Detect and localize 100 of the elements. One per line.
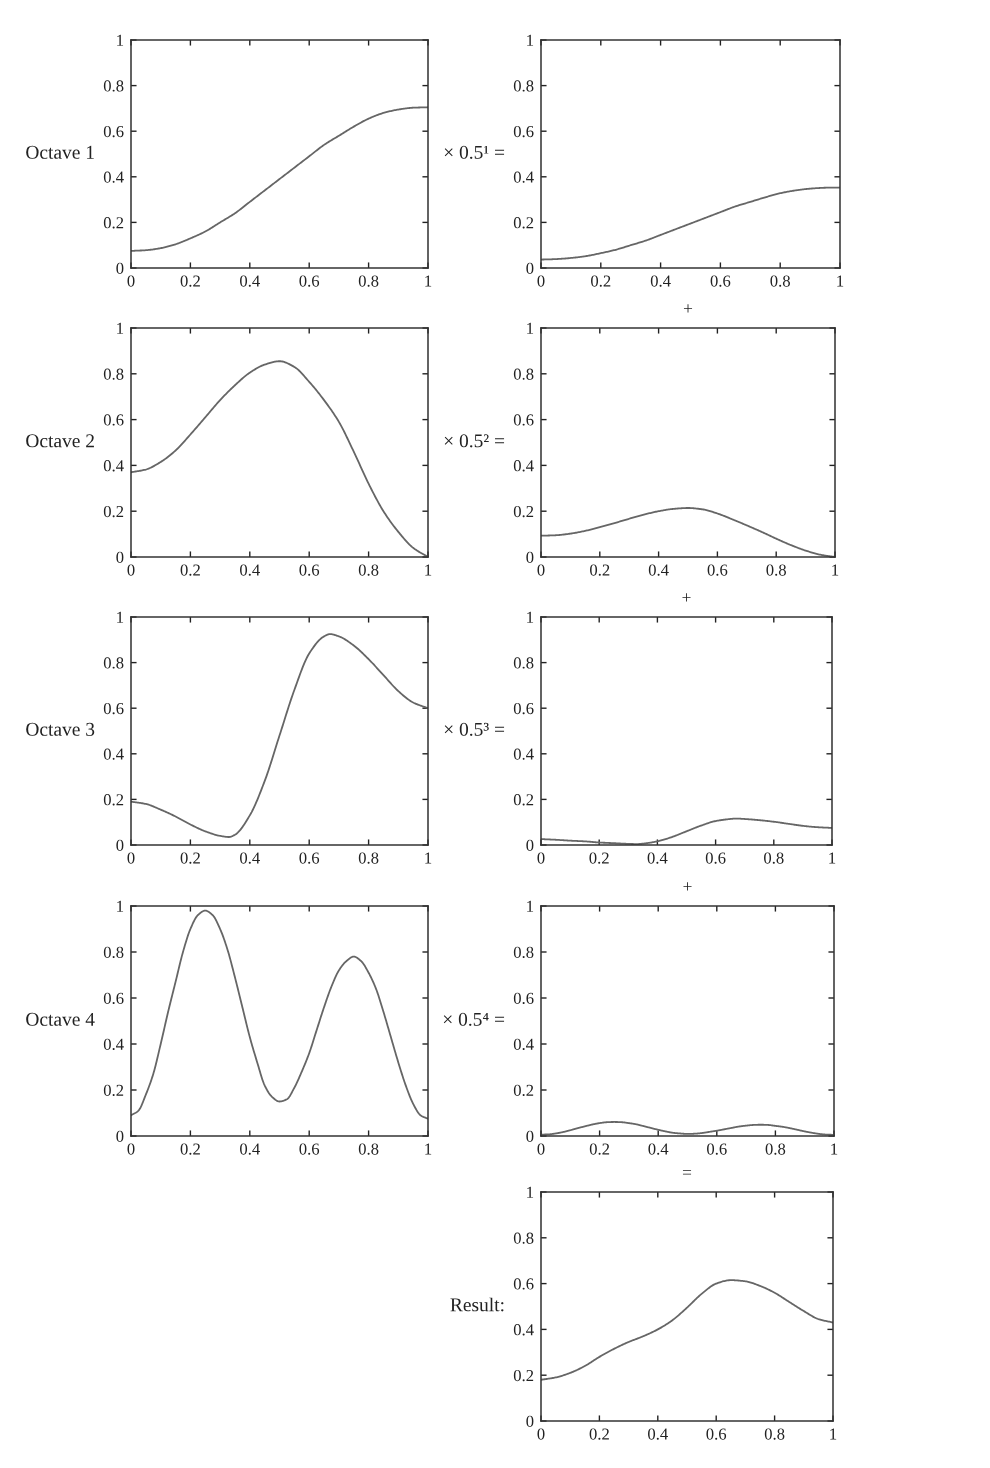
x-tick-label: 0.2 <box>591 275 611 287</box>
y-axis-title: Result: <box>450 1297 504 1312</box>
x-tick-label: 0.8 <box>764 1428 785 1440</box>
x-tick-label: 0.2 <box>180 564 200 576</box>
y-tick-label: 0.2 <box>103 794 124 806</box>
y-axis-title: × 0.5³ = <box>444 722 505 736</box>
y-tick-label: 0.2 <box>513 794 534 806</box>
y-tick-label: 0.4 <box>103 460 124 472</box>
x-tick-label: 0.6 <box>707 564 728 576</box>
y-tick-label: 0.8 <box>513 657 534 669</box>
y-tick-label: 0.6 <box>103 125 124 138</box>
x-tick-label: 0.8 <box>764 852 784 864</box>
x-tick-label: 0.8 <box>358 275 379 287</box>
y-tick-label: 0.8 <box>103 80 124 92</box>
y-tick-label: 1 <box>527 611 534 623</box>
y-tick-label: 0.6 <box>103 702 124 715</box>
x-tick-label: 0.8 <box>358 564 379 576</box>
chart-title: + <box>683 882 692 891</box>
y-tick-label: 0 <box>526 262 534 274</box>
y-tick-label: 0.8 <box>513 946 534 959</box>
y-tick-label: 0.6 <box>103 992 124 1005</box>
x-tick-label: 0.4 <box>650 275 671 287</box>
x-tick-label: 0.4 <box>240 1143 260 1155</box>
x-tick-label: 1 <box>425 275 432 287</box>
y-tick-label: 0.8 <box>103 657 124 669</box>
y-tick-label: 0.2 <box>513 217 534 229</box>
x-tick-label: 0.2 <box>180 275 200 287</box>
x-tick-label: 1 <box>425 1143 432 1155</box>
y-tick-label: 0 <box>116 262 124 274</box>
x-tick-label: 0 <box>127 1143 135 1155</box>
x-tick-label: 0 <box>127 852 135 864</box>
y-tick-label: 0.2 <box>513 505 534 518</box>
x-tick-label: 1 <box>831 1143 838 1155</box>
x-tick-label: 0.6 <box>707 1143 727 1155</box>
x-tick-label: 0.4 <box>240 275 260 287</box>
x-tick-label: 0.4 <box>647 852 668 864</box>
x-tick-label: 0.2 <box>589 1143 610 1155</box>
y-tick-label: 0.2 <box>513 1369 534 1382</box>
x-tick-label: 0.8 <box>765 1143 786 1155</box>
x-tick-label: 0 <box>537 1428 545 1440</box>
x-tick-label: 0.6 <box>299 1143 320 1155</box>
x-tick-label: 1 <box>832 564 839 576</box>
y-tick-label: 0 <box>116 1130 124 1142</box>
x-tick-label: 0.2 <box>590 564 610 576</box>
y-axis-title: × 0.5⁴ = <box>443 1012 505 1026</box>
y-tick-label: 0 <box>526 839 534 851</box>
y-tick-label: 0.8 <box>513 368 534 380</box>
y-tick-label: 0.6 <box>513 125 534 138</box>
y-tick-label: 0 <box>116 551 124 563</box>
y-tick-label: 0.8 <box>103 946 124 959</box>
x-tick-label: 0 <box>127 564 135 576</box>
y-tick-label: 0.6 <box>513 702 534 715</box>
x-tick-label: 0.6 <box>710 275 731 287</box>
y-tick-label: 0.2 <box>103 505 124 518</box>
y-axis-title: Octave 1 <box>26 145 94 159</box>
x-tick-label: 0.4 <box>648 1428 668 1440</box>
x-tick-label: 0 <box>537 852 545 864</box>
y-tick-label: 1 <box>117 322 124 334</box>
y-tick-label: 0.4 <box>103 1038 124 1051</box>
x-tick-label: 1 <box>829 852 836 864</box>
x-tick-label: 0.8 <box>770 275 790 287</box>
x-tick-label: 1 <box>425 852 432 864</box>
x-tick-label: 0 <box>537 1143 545 1155</box>
x-tick-label: 1 <box>837 275 844 287</box>
y-axis-title: Octave 4 <box>26 1012 95 1026</box>
chart-title: + <box>683 304 693 313</box>
y-tick-label: 0.4 <box>103 171 124 183</box>
x-tick-label: 0.4 <box>240 852 260 864</box>
y-axis-title: × 0.5² = <box>444 434 505 448</box>
x-tick-label: 0 <box>537 564 545 576</box>
chart-title: + <box>682 593 691 602</box>
x-tick-label: 0.8 <box>766 564 786 576</box>
y-tick-label: 0 <box>526 551 534 563</box>
x-tick-label: 0.6 <box>706 1428 727 1440</box>
x-tick-label: 0.2 <box>589 1428 609 1440</box>
x-tick-label: 0.2 <box>180 852 200 864</box>
y-tick-label: 0.2 <box>513 1084 534 1097</box>
y-tick-label: 1 <box>117 34 124 46</box>
x-tick-label: 0.8 <box>358 852 379 864</box>
y-tick-label: 0.4 <box>513 748 534 760</box>
y-tick-label: 0.2 <box>103 1084 124 1097</box>
y-tick-label: 0.8 <box>103 368 124 380</box>
x-tick-label: 0.2 <box>180 1143 200 1155</box>
y-tick-label: 0.4 <box>513 171 534 183</box>
y-tick-label: 0.2 <box>103 217 124 229</box>
x-tick-label: 1 <box>425 564 432 576</box>
x-tick-label: 0 <box>127 275 135 287</box>
y-tick-label: 0.4 <box>513 460 534 472</box>
x-tick-label: 0.4 <box>648 564 669 576</box>
x-tick-label: 0.4 <box>240 564 260 576</box>
y-axis-title: Octave 2 <box>26 434 94 448</box>
y-tick-label: 1 <box>527 322 534 334</box>
x-tick-label: 0.6 <box>705 852 726 864</box>
y-tick-label: 0.6 <box>103 414 124 426</box>
x-tick-label: 1 <box>830 1428 837 1440</box>
chart-title: = <box>682 1170 692 1175</box>
x-tick-label: 0.6 <box>299 564 320 576</box>
y-tick-label: 0.6 <box>513 992 534 1005</box>
y-tick-label: 1 <box>117 611 124 623</box>
y-axis-title: × 0.5¹ = <box>444 145 505 159</box>
